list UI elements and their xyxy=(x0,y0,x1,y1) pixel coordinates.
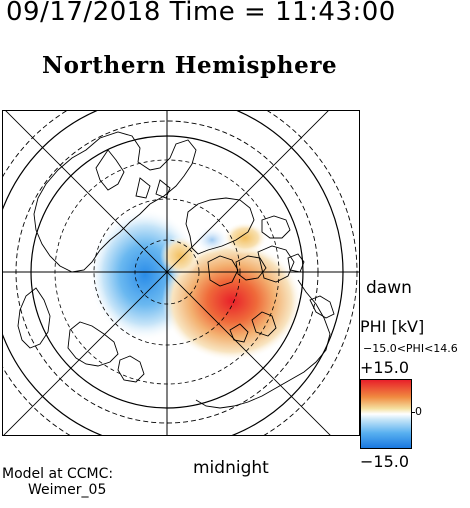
dayside-negative xyxy=(194,226,230,254)
colorbar-mid-label: 0 xyxy=(415,405,422,418)
coastlines xyxy=(17,131,335,409)
positive-cell xyxy=(162,241,302,361)
colorbar xyxy=(360,379,412,449)
label-dawn: dawn xyxy=(366,278,412,298)
page-title: Northern Hemisphere xyxy=(42,52,338,79)
colorbar-tick xyxy=(412,412,415,413)
colorbar-max-label: +15.0 xyxy=(360,358,410,377)
timestamp: 09/17/2018 Time = 11:43:00 xyxy=(6,0,396,27)
plot-frame xyxy=(2,110,360,436)
colorbar-min-label: −15.0 xyxy=(360,452,410,471)
potential-field xyxy=(89,209,302,361)
colorbar-title: PHI [kV] xyxy=(360,317,425,336)
credit-line-1: Model at CCMC: xyxy=(2,466,114,482)
dayside-positive xyxy=(223,222,267,254)
map-grid xyxy=(3,111,359,435)
label-midnight: midnight xyxy=(193,458,269,478)
credit-line-2: Weimer_05 xyxy=(28,482,107,498)
positive-cell-small xyxy=(160,236,200,276)
colorbar-range: −15.0<PHI<14.6 xyxy=(363,342,458,355)
